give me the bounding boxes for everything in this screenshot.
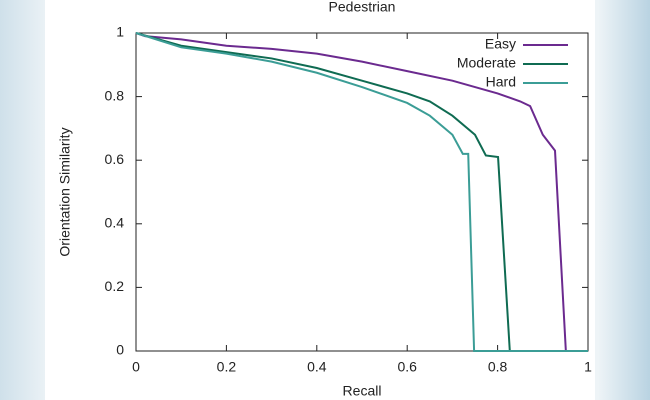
y-tick-label: 1 [116, 24, 124, 40]
x-tick-label: 0.2 [217, 359, 237, 375]
x-tick-label: 0.8 [488, 359, 508, 375]
x-tick-label: 0.4 [307, 359, 327, 375]
chart-title: Pedestrian [329, 0, 396, 15]
x-tick-label: 0.6 [397, 359, 417, 375]
legend-label: Easy [485, 36, 516, 52]
y-tick-label: 0.6 [105, 151, 125, 167]
y-tick-label: 0.4 [105, 215, 125, 231]
x-axis-label: Recall [343, 383, 382, 399]
line [135, 32, 588, 352]
chart-background [45, 0, 595, 400]
line [135, 32, 588, 352]
y-axis-label: Orientation Similarity [57, 127, 73, 256]
x-tick-label: 1 [584, 359, 592, 375]
y-tick-label: 0 [116, 342, 124, 358]
legend-label: Hard [486, 74, 516, 90]
y-tick-label: 0.8 [105, 87, 125, 103]
legend-label: Moderate [457, 55, 516, 71]
plot-frame [135, 32, 589, 352]
line [135, 32, 588, 352]
x-tick-label: 0 [132, 359, 140, 375]
y-tick-label: 0.2 [105, 278, 125, 294]
